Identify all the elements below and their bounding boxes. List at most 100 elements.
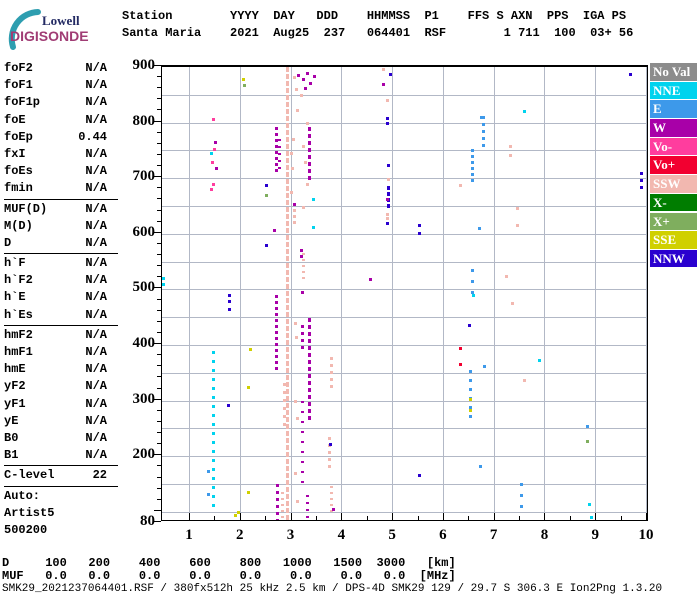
param-value: N/A xyxy=(85,307,107,322)
param-row: B1 N/A xyxy=(4,447,107,464)
echo-column-dash xyxy=(280,503,284,506)
echo-column-dash xyxy=(470,291,474,295)
echo-column-dash xyxy=(301,252,305,255)
x-axis-tick xyxy=(646,513,647,520)
y-axis-tick xyxy=(157,320,161,322)
echo-column-dash xyxy=(293,209,297,213)
echo-column-dash xyxy=(275,484,279,488)
x-axis-tick xyxy=(315,516,317,520)
param-value: N/A xyxy=(85,235,107,250)
echo-column-dash xyxy=(286,431,290,436)
echo-column-dash xyxy=(293,215,297,219)
echo-column-dash xyxy=(280,515,284,518)
distance-row: D 100 200 400 600 800 1000 1500 3000 [km… xyxy=(2,556,456,570)
parameter-panel: foF2 N/A foF1 N/A foF1p N/A foE N/A foEp 0.44 fxI N… xyxy=(4,60,118,539)
gridline-horizontal xyxy=(162,511,647,513)
echo-column-dash xyxy=(470,149,474,153)
echo-column-dash xyxy=(299,249,303,253)
logo-text-digisonde: DIGISONDE xyxy=(10,28,89,44)
echo-point xyxy=(510,301,514,305)
echo-column-dash xyxy=(286,417,290,422)
y-axis-tick xyxy=(157,443,161,445)
echo-column-dash xyxy=(299,255,303,259)
echo-column-dash xyxy=(286,207,290,212)
param-value: N/A xyxy=(85,413,107,428)
y-axis-tick xyxy=(157,198,161,200)
echo-column-dash xyxy=(300,410,304,413)
echo-column-dash xyxy=(286,193,290,198)
echo-column-dash xyxy=(286,186,290,191)
y-axis-tick xyxy=(157,465,161,467)
echo-column-dash xyxy=(286,172,290,177)
echo-point xyxy=(291,138,295,142)
echo-point xyxy=(295,108,299,112)
echo-column-dash xyxy=(300,332,304,336)
echo-column-dash xyxy=(468,387,472,391)
echo-column-dash xyxy=(275,307,279,310)
echo-point xyxy=(226,404,230,408)
y-axis-tick xyxy=(157,276,161,278)
param-label: h`Es xyxy=(4,307,33,322)
y-axis-tick xyxy=(157,98,161,100)
echo-point xyxy=(242,77,246,81)
x-axis-tick xyxy=(265,516,267,520)
echo-column-dash xyxy=(211,413,215,417)
echo-column-dash xyxy=(275,505,279,509)
param-value: N/A xyxy=(85,201,107,216)
echo-point xyxy=(478,465,482,469)
echo-column-dash xyxy=(286,403,290,408)
echo-column-dash xyxy=(286,487,290,492)
gridline-horizontal xyxy=(162,206,647,208)
echo-column-dash xyxy=(307,388,311,393)
y-axis-tick xyxy=(157,265,161,267)
echo-column-dash xyxy=(286,361,290,366)
echo-column-dash xyxy=(275,491,279,495)
param-row: M(D) N/A xyxy=(4,218,107,235)
legend-item-w: W xyxy=(650,119,697,137)
echo-column-dash xyxy=(275,355,279,358)
echo-column-dash xyxy=(282,406,286,410)
y-axis-tick xyxy=(157,309,161,311)
ionogram-plot xyxy=(161,65,648,521)
echo-column-dash xyxy=(275,319,279,322)
echo-column-dash xyxy=(328,465,332,469)
legend-item-x-: X- xyxy=(650,193,697,212)
echo-point xyxy=(381,83,385,87)
echo-point xyxy=(417,224,421,228)
echo-point xyxy=(162,282,166,286)
gridline-horizontal xyxy=(162,345,647,347)
echo-column-dash xyxy=(468,369,472,373)
param-label: B0 xyxy=(4,430,19,445)
echo-column-dash xyxy=(519,482,523,486)
echo-column-dash xyxy=(275,498,279,502)
echo-column-dash xyxy=(301,258,305,261)
echo-column-dash xyxy=(286,214,290,219)
echo-column-dash xyxy=(275,337,279,340)
echo-column-dash xyxy=(286,130,290,135)
echo-point xyxy=(305,182,309,186)
param-row: fmin N/A xyxy=(4,180,107,197)
y-axis-tick xyxy=(154,521,161,522)
echo-point xyxy=(417,473,421,477)
echo-point xyxy=(272,228,276,232)
echo-point xyxy=(289,191,293,195)
echo-column-dash xyxy=(286,515,290,520)
echo-column-dash xyxy=(286,228,290,233)
separator-line xyxy=(4,198,118,200)
x-axis-tick xyxy=(595,513,597,520)
echo-column-dash xyxy=(286,249,290,254)
echo-column-dash xyxy=(305,495,309,498)
echo-column-dash xyxy=(286,263,290,268)
echo-point xyxy=(228,308,232,312)
echo-point xyxy=(537,359,541,363)
echo-point xyxy=(471,294,475,297)
echo-column-dash xyxy=(305,502,309,505)
y-axis-label: 900 xyxy=(132,57,156,73)
y-axis-tick xyxy=(154,287,161,289)
y-axis-tick xyxy=(157,209,161,211)
x-axis-tick xyxy=(214,516,216,520)
echo-point xyxy=(305,121,309,125)
echo-column-dash xyxy=(307,346,311,351)
echo-point xyxy=(585,425,589,429)
